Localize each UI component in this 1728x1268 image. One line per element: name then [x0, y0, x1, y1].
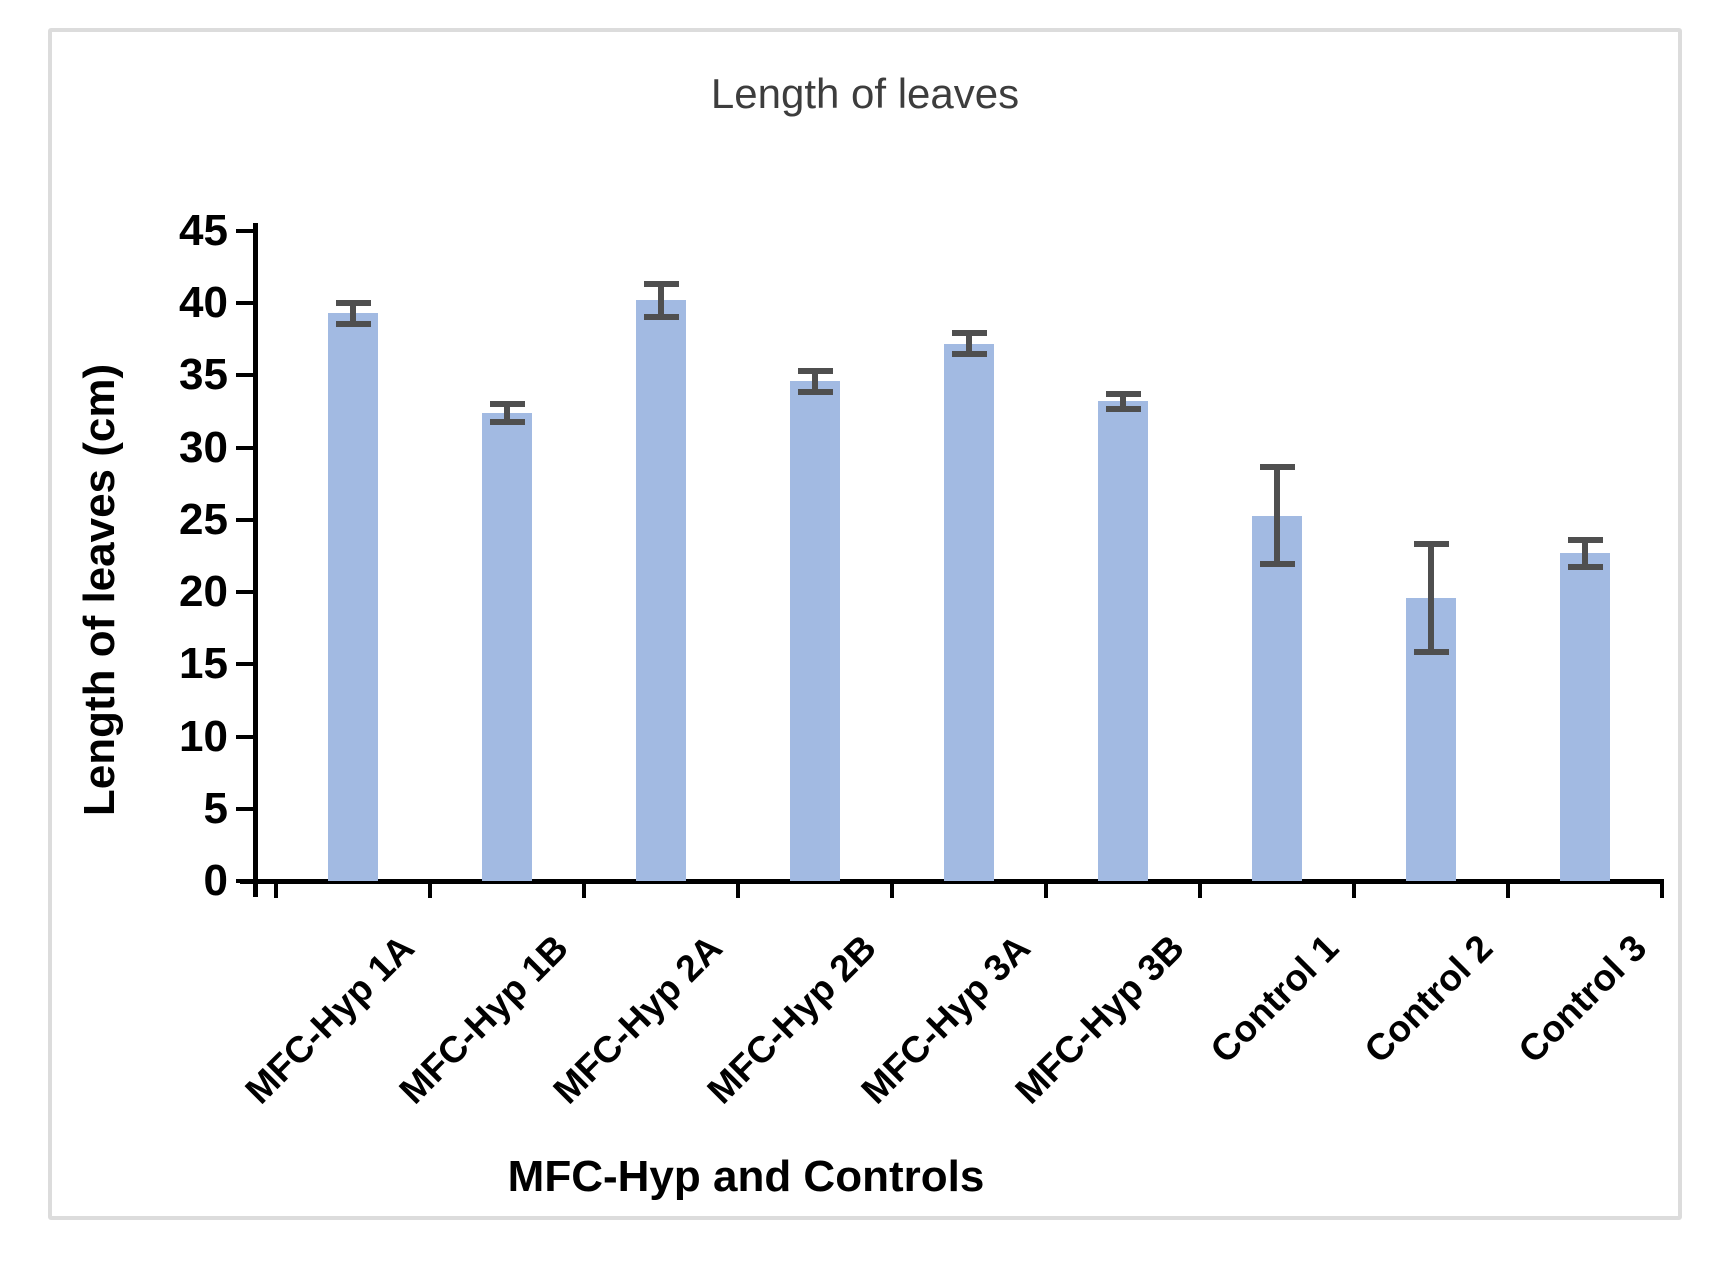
bar — [1560, 553, 1610, 881]
x-axis-tick — [1506, 881, 1510, 898]
y-tick-label: 45 — [179, 206, 228, 255]
y-axis-line — [253, 223, 258, 897]
error-bar-cap-bottom — [1414, 648, 1449, 655]
error-bar-cap-bottom — [798, 388, 833, 395]
error-bar-cap-top — [644, 281, 679, 287]
y-axis-tick — [236, 517, 253, 522]
error-bar-cap-bottom — [1568, 563, 1603, 570]
bar — [636, 300, 686, 881]
error-bar-line — [1428, 543, 1434, 653]
y-axis-tick — [236, 590, 253, 595]
error-bar-cap-top — [1568, 536, 1603, 543]
bar — [944, 343, 994, 881]
x-axis-tick — [1660, 881, 1664, 898]
error-bar-cap-bottom — [1106, 406, 1141, 413]
bar — [1252, 515, 1302, 881]
x-axis-tick — [736, 881, 740, 898]
error-bar-cap-top — [798, 367, 833, 374]
chart-title: Length of leaves — [710, 70, 1020, 117]
x-axis-tick — [582, 881, 586, 898]
x-axis-tick — [274, 881, 278, 898]
bar — [790, 381, 840, 881]
y-tick-label: 20 — [179, 567, 228, 617]
error-bar-cap-top — [1106, 390, 1141, 397]
y-tick-label: 5 — [203, 783, 228, 833]
error-bar-cap-top — [952, 330, 987, 337]
y-axis-tick — [236, 445, 253, 450]
x-axis-tick — [428, 881, 432, 898]
error-bar-line — [1120, 392, 1126, 411]
y-axis-tick — [236, 879, 253, 883]
x-axis-title: MFC-Hyp and Controls — [507, 1152, 985, 1201]
plot-area: 0 5 10 15 20 25 30 35 40 45 MFC-Hyp 1A MFC-Hyp 1B MF… — [179, 206, 1664, 1112]
y-tick-label: 25 — [179, 494, 228, 544]
y-tick-label: 15 — [179, 639, 228, 689]
error-bar-cap-bottom — [1260, 560, 1295, 567]
y-axis-tick — [236, 662, 253, 667]
x-axis-tick — [890, 881, 894, 898]
error-bar-line — [1274, 466, 1280, 565]
x-axis-line — [240, 879, 1664, 884]
error-bar-cap-top — [336, 299, 371, 306]
y-axis-title: Length of leaves (cm) — [75, 363, 124, 817]
error-bar-cap-top — [1414, 541, 1449, 547]
y-tick-label: 30 — [179, 422, 228, 472]
error-bar-line — [1582, 538, 1588, 568]
y-axis-tick — [236, 373, 253, 378]
error-bar-line — [812, 369, 818, 393]
bar — [1098, 401, 1148, 881]
error-bar-cap-bottom — [336, 320, 371, 327]
error-bar-cap-top — [1260, 464, 1295, 471]
y-tick-label: 40 — [179, 278, 228, 328]
error-bar-line — [504, 402, 510, 424]
bar — [482, 413, 532, 881]
error-bar-cap-bottom — [952, 351, 987, 358]
y-axis-tick — [236, 734, 253, 739]
y-tick-label: 10 — [179, 711, 228, 761]
error-bar-cap-bottom — [490, 419, 525, 426]
error-bar-cap-top — [490, 400, 525, 407]
x-axis-tick — [1198, 881, 1202, 898]
error-bar-line — [966, 332, 972, 356]
error-bar-line — [658, 283, 664, 318]
y-axis-tick — [236, 229, 253, 233]
x-axis-tick — [1044, 881, 1048, 898]
y-tick-label: 35 — [179, 350, 228, 400]
y-axis-tick — [236, 806, 253, 811]
bar — [328, 313, 378, 881]
x-axis-tick — [1352, 881, 1356, 898]
y-axis-tick — [236, 301, 253, 306]
y-tick-label: 0 — [203, 856, 228, 905]
error-bar-line — [350, 301, 356, 325]
error-bar-cap-bottom — [644, 313, 679, 320]
